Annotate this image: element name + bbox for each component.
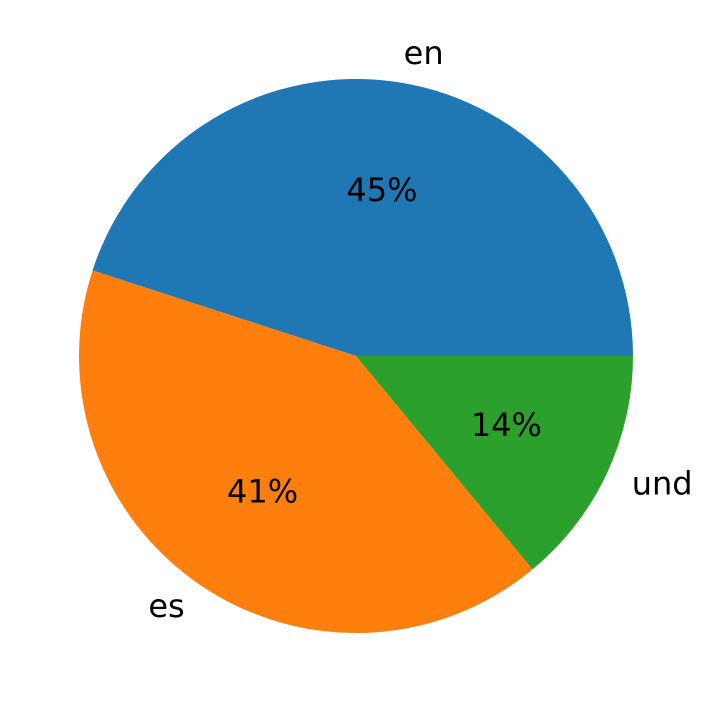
category-label: und	[632, 465, 693, 503]
pie-slice	[356, 356, 633, 570]
pie-slice	[92, 79, 633, 356]
pie-slice	[79, 270, 533, 633]
value-label: 14%	[471, 406, 542, 444]
category-label: en	[404, 34, 444, 72]
value-label: 41%	[227, 472, 298, 510]
value-label: 45%	[346, 171, 417, 209]
category-label: es	[148, 587, 184, 625]
